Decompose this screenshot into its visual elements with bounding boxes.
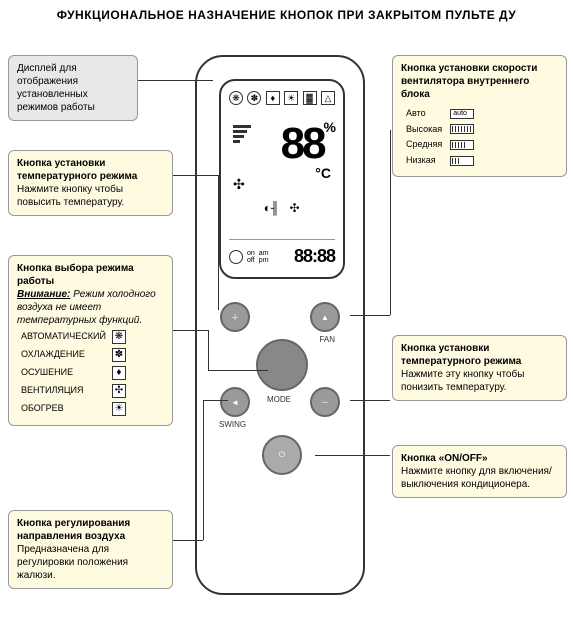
leader-line <box>173 175 218 176</box>
swing-label: SWING <box>219 420 246 429</box>
leader-line <box>173 330 208 331</box>
leader-line <box>138 80 213 81</box>
mode-fan-icon: ✣ <box>112 384 126 398</box>
leader-line <box>218 175 219 310</box>
lcd-swing-icon: ◐╢ ✣ <box>264 201 300 215</box>
leader-line <box>390 130 391 315</box>
fan-label: FAN <box>319 335 335 344</box>
swing-button[interactable]: ◄ <box>220 387 250 417</box>
leader-line <box>208 370 268 371</box>
lcd-fan-icon: ✣ <box>233 176 245 193</box>
callout-mode: Кнопка выбора режима работы Внимание: Ре… <box>8 255 173 426</box>
leader-line <box>173 540 203 541</box>
callout-power: Кнопка «ON/OFF»Нажмите кнопку для включе… <box>392 445 567 498</box>
fan-button[interactable]: ▲ <box>310 302 340 332</box>
callout-fan: Кнопка установки скорости вентилятора вн… <box>392 55 567 177</box>
mode-dry-icon: ♦ <box>112 366 126 380</box>
mode-heat-icon: ☀ <box>112 402 126 416</box>
callout-temp-down: Кнопка установки температурного режимаНа… <box>392 335 567 401</box>
temp-down-button[interactable]: － <box>310 387 340 417</box>
leader-line <box>208 330 209 370</box>
lcd-mode-icons: ❋✽♦☀▓△ <box>229 91 335 105</box>
lcd-temperature: 88% <box>281 119 333 169</box>
temp-up-button[interactable]: ＋ <box>220 302 250 332</box>
callout-temp-up: Кнопка установки температурного режимаНа… <box>8 150 173 216</box>
callout-swing: Кнопка регулирования направления воздуха… <box>8 510 173 589</box>
lcd-fan-bars <box>233 125 251 145</box>
mode-table: АВТОМАТИЧЕСКИЙ❋ ОХЛАЖДЕНИЕ✽ ОСУШЕНИЕ♦ ВЕ… <box>17 327 130 419</box>
mode-cool-icon: ✽ <box>112 348 126 362</box>
leader-line <box>350 400 390 401</box>
lcd-timer: onoff ampm 88:88 <box>229 239 335 267</box>
fan-speed-table: Авто Высокая Средняя Низкая <box>401 105 479 170</box>
leader-line <box>203 400 228 401</box>
remote-body: ❋✽♦☀▓△ 88% °C ✣ ◐╢ ✣ onoff ampm 88:88 ＋ … <box>195 55 365 595</box>
mode-auto-icon: ❋ <box>112 330 126 344</box>
power-button[interactable]: ⏻ <box>262 435 302 475</box>
page-title: ФУНКЦИОНАЛЬНОЕ НАЗНАЧЕНИЕ КНОПОК ПРИ ЗАК… <box>0 0 573 30</box>
leader-line <box>315 455 390 456</box>
lcd-display: ❋✽♦☀▓△ 88% °C ✣ ◐╢ ✣ onoff ampm 88:88 <box>219 79 345 279</box>
leader-line <box>350 315 390 316</box>
mode-label: MODE <box>267 395 291 404</box>
lcd-celsius: °C <box>315 165 331 181</box>
leader-line <box>203 400 204 540</box>
mode-button[interactable] <box>256 339 308 391</box>
callout-display: Дисплей для отображения установленных ре… <box>8 55 138 121</box>
